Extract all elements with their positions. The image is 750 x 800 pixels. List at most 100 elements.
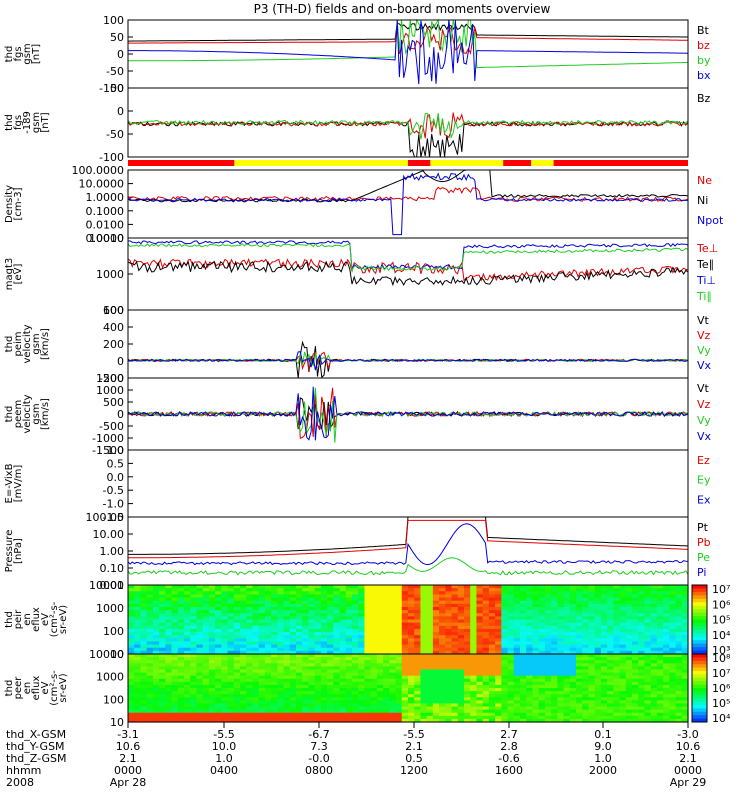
cell-peer xyxy=(208,660,216,664)
cell-peir xyxy=(208,585,216,589)
cell-peir xyxy=(246,616,254,621)
cell-peer xyxy=(432,697,440,701)
footer-value-3-4: 1600 xyxy=(495,764,523,777)
cell-peir xyxy=(171,625,179,630)
cell-peir xyxy=(395,635,403,639)
cell-peer xyxy=(451,718,459,723)
cell-peir xyxy=(451,641,459,646)
cell-peir xyxy=(613,622,621,627)
cell-peer xyxy=(414,709,422,714)
cell-peer xyxy=(246,675,254,680)
cell-peer xyxy=(202,700,210,705)
cell-peir xyxy=(408,603,415,608)
cell-peer xyxy=(258,666,266,671)
cell-peer xyxy=(408,669,415,674)
series-fgs-by xyxy=(128,18,689,69)
cell-peir xyxy=(333,628,341,633)
cell-peir xyxy=(414,603,422,608)
cell-peer xyxy=(258,694,266,698)
cell-peir xyxy=(619,613,627,617)
cell-peer xyxy=(576,672,583,677)
cell-peir xyxy=(408,610,415,614)
cell-peir xyxy=(258,638,266,643)
cell-peer xyxy=(152,703,160,708)
cell-peer xyxy=(544,706,552,711)
cell-peir xyxy=(532,641,540,646)
cell-peir xyxy=(625,647,633,652)
tick-fgs189-0: 50 xyxy=(110,82,124,95)
cell-peir xyxy=(128,635,135,639)
cell-peir xyxy=(302,594,310,599)
cell-peer xyxy=(650,660,658,664)
cell-peir xyxy=(146,628,154,633)
cell-peer xyxy=(314,697,322,701)
cell-peir xyxy=(538,594,546,599)
cell-peir xyxy=(563,628,571,633)
cell-peer xyxy=(607,669,614,674)
cell-peer xyxy=(152,718,160,723)
cell-peer xyxy=(520,688,527,692)
cell-peer xyxy=(146,654,154,658)
cell-peer xyxy=(445,706,453,711)
tick-peir-0: 10000 xyxy=(89,579,124,592)
cell-peir xyxy=(171,606,179,611)
cell-peer xyxy=(482,675,490,680)
cell-peer xyxy=(196,694,204,698)
cell-peir xyxy=(544,585,552,589)
cell-peir xyxy=(669,628,677,633)
cell-peir xyxy=(520,585,527,589)
cell-peer xyxy=(177,672,185,677)
cell-peer xyxy=(271,675,278,680)
cell-peir xyxy=(544,594,552,599)
cell-peir xyxy=(289,603,297,608)
cell-peir xyxy=(152,641,160,646)
cell-peir xyxy=(520,641,527,646)
cell-peir xyxy=(296,610,303,614)
cell-peir xyxy=(233,641,241,646)
ylabel-exb-0: E=-VixB xyxy=(4,463,15,503)
ylabel-fgs189-3: gsm xyxy=(31,112,42,133)
cell-peer xyxy=(600,657,608,661)
cell-peer xyxy=(457,675,465,680)
cell-peir xyxy=(638,641,646,646)
cell-peir xyxy=(675,585,683,589)
cell-peer xyxy=(240,654,247,658)
cell-peir xyxy=(370,638,378,643)
cell-peir xyxy=(594,600,602,605)
cell-peir xyxy=(208,619,216,624)
cell-peir xyxy=(551,622,558,627)
cell-peer xyxy=(625,660,633,664)
cell-peer xyxy=(289,663,297,667)
cell-peir xyxy=(146,644,154,649)
cell-peer xyxy=(538,669,546,674)
cell-peer xyxy=(221,684,229,689)
cell-peer xyxy=(227,718,235,723)
cell-peir xyxy=(594,588,602,592)
cell-peer xyxy=(383,684,390,689)
cell-peer xyxy=(600,666,608,671)
cell-peer xyxy=(464,697,471,701)
cell-peir xyxy=(613,588,621,592)
cell-peer xyxy=(140,666,148,671)
cell-peir xyxy=(414,625,422,630)
cell-peir xyxy=(426,625,434,630)
cell-peer xyxy=(532,694,540,698)
cell-peir xyxy=(171,650,179,655)
cell-peer xyxy=(140,654,148,658)
cell-peer xyxy=(607,657,614,661)
cell-peir xyxy=(464,600,471,605)
cell-peer xyxy=(165,675,173,680)
cell-peer xyxy=(538,697,546,701)
cell-peer xyxy=(327,691,334,695)
cell-peir xyxy=(358,641,366,646)
cell-peir xyxy=(656,585,664,589)
cell-peir xyxy=(271,597,278,602)
colorbar-cell-peir-15 xyxy=(692,636,707,641)
cell-peir xyxy=(656,628,664,633)
cell-peir xyxy=(663,628,670,633)
cell-peer xyxy=(588,709,596,714)
cell-peir xyxy=(358,650,366,655)
cell-peer xyxy=(283,672,291,677)
cell-peir xyxy=(159,619,166,624)
cell-peer xyxy=(638,681,646,686)
